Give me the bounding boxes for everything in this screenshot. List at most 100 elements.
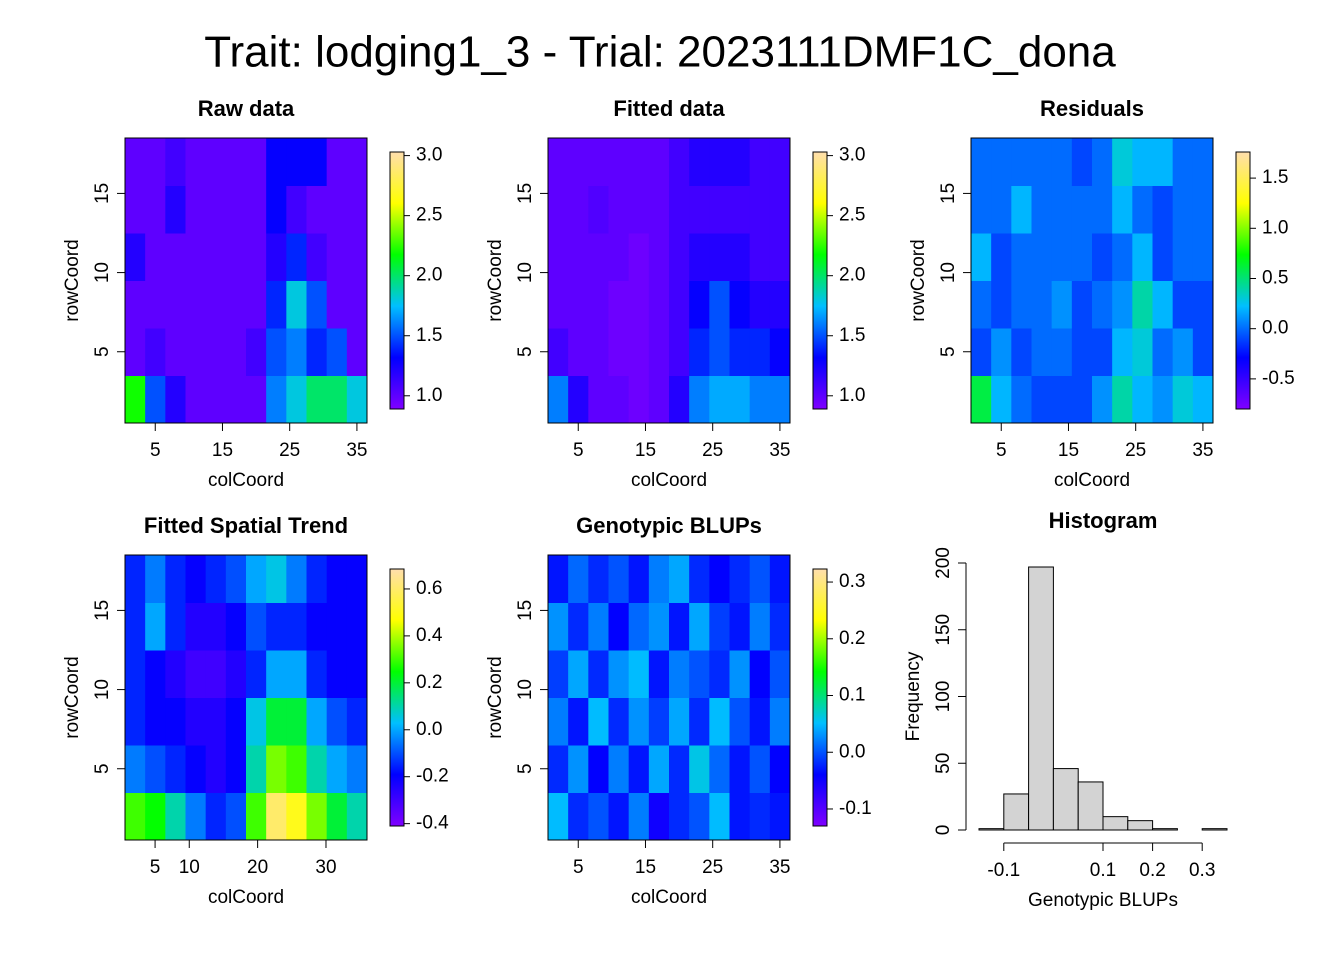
colorbar-label: 0.2: [416, 672, 442, 693]
heat-cell: [749, 185, 771, 234]
heat-cell: [1152, 185, 1174, 234]
heat-cell: [246, 138, 267, 186]
y-axis-label: rowCoord: [485, 656, 506, 738]
y-axis-label: rowCoord: [485, 239, 506, 321]
heat-cell: [266, 185, 287, 234]
heat-cell: [588, 602, 609, 651]
heat-cell: [125, 650, 146, 698]
colorbar-label: -0.4: [416, 813, 449, 834]
heat-cell: [588, 697, 609, 746]
colorbar-label: 0.1: [839, 685, 865, 706]
heat-cell: [971, 138, 992, 186]
heat-cell: [548, 792, 569, 841]
panel-title: Residuals: [1040, 96, 1144, 121]
heat-cell: [205, 280, 227, 329]
heat-cell: [1192, 328, 1214, 376]
heat-cell: [689, 280, 710, 329]
heat-cell: [225, 697, 247, 746]
heat-cell: [306, 280, 328, 329]
heat-cell: [185, 555, 207, 603]
heat-cell: [326, 650, 348, 698]
heat-cell: [1132, 280, 1153, 329]
heat-cell: [1132, 138, 1153, 186]
heat-cell: [145, 555, 166, 603]
panel-title: Raw data: [198, 96, 295, 121]
heat-cell: [608, 650, 630, 698]
heat-cell: [1051, 328, 1073, 376]
heat-cell: [749, 792, 771, 841]
heat-cell: [145, 328, 166, 376]
heat-cell: [125, 555, 146, 603]
colorbar-label: 0.2: [839, 628, 865, 649]
heat-cell: [346, 138, 368, 186]
y-tick-label: 5: [92, 763, 113, 774]
heat-cell: [306, 697, 328, 746]
y-axis-label: rowCoord: [908, 239, 929, 321]
heat-cell: [125, 745, 146, 793]
heat-cell: [185, 792, 207, 841]
heat-cell: [709, 792, 730, 841]
heat-cell: [125, 280, 146, 329]
colorbar-label: 0.5: [1262, 268, 1288, 289]
heat-cell: [628, 233, 650, 281]
colorbar: [812, 151, 828, 410]
hist-bar: [978, 828, 1005, 831]
heat-cell: [729, 280, 751, 329]
heat-cell: [286, 745, 307, 793]
heat-cell: [669, 602, 690, 651]
heat-cell: [628, 138, 650, 186]
heat-cell: [608, 555, 630, 603]
heat-cell: [205, 745, 227, 793]
heat-cell: [608, 745, 630, 793]
heat-cell: [145, 233, 166, 281]
heat-cell: [1031, 375, 1053, 424]
heat-cell: [1071, 233, 1093, 281]
heat-cell: [588, 328, 609, 376]
heat-cell: [1192, 138, 1214, 186]
heat-cell: [709, 138, 730, 186]
heat-cell: [669, 233, 690, 281]
y-tick-label: 10: [515, 679, 536, 700]
heat-cell: [246, 792, 267, 841]
heat-cell: [648, 328, 670, 376]
heat-cell: [286, 792, 307, 841]
heat-cell: [548, 375, 569, 424]
y-tick-label: 5: [515, 763, 536, 774]
heat-cell: [709, 745, 730, 793]
hist-bar: [1201, 828, 1228, 831]
heat-cell: [729, 328, 751, 376]
heat-cell: [588, 792, 609, 841]
heat-cell: [346, 280, 368, 329]
heat-cell: [246, 185, 267, 234]
y-tick-label: 10: [92, 679, 113, 700]
colorbar-label: -0.5: [1262, 368, 1295, 389]
heat-cell: [648, 697, 670, 746]
heat-cell: [246, 602, 267, 651]
heat-cell: [125, 375, 146, 424]
heat-cell: [145, 185, 166, 234]
heat-cell: [648, 650, 670, 698]
heat-cell: [729, 375, 751, 424]
heat-cell: [306, 138, 328, 186]
heat-cell: [689, 745, 710, 793]
heat-cell: [205, 602, 227, 651]
heat-cell: [588, 375, 609, 424]
heat-cell: [971, 185, 992, 234]
y-tick-label: 0: [933, 825, 954, 836]
heat-cell: [749, 555, 771, 603]
heat-cell: [1071, 328, 1093, 376]
heat-cell: [266, 555, 287, 603]
colorbar-label: 3.0: [416, 145, 442, 166]
y-tick-label: 5: [515, 346, 536, 357]
heat-cell: [769, 602, 791, 651]
y-tick-label: 5: [92, 346, 113, 357]
x-axis-label: colCoord: [208, 887, 284, 908]
colorbar-label: 0.6: [416, 578, 442, 599]
heat-cell: [669, 697, 690, 746]
y-tick-label: 10: [938, 262, 959, 283]
heat-cell: [628, 280, 650, 329]
heat-cell: [971, 375, 992, 424]
heat-cell: [729, 185, 751, 234]
heat-cell: [1152, 280, 1174, 329]
heat-cell: [165, 555, 186, 603]
